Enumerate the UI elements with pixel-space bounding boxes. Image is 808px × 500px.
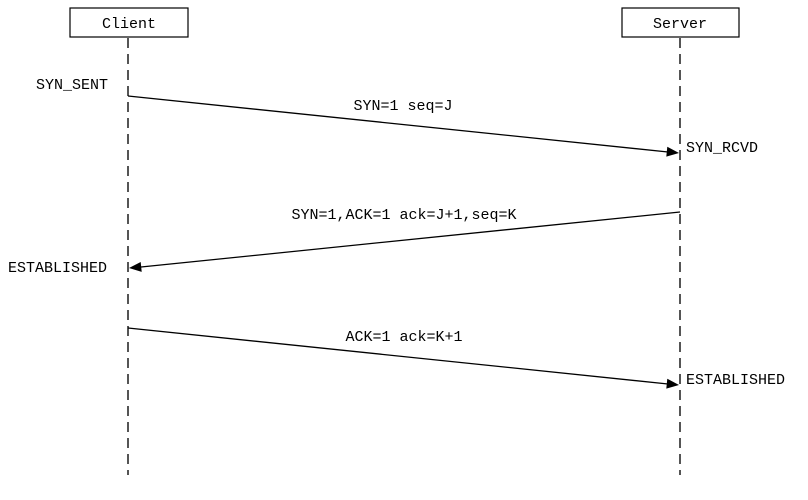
message-ack: ACK=1 ack=K+1 <box>127 327 679 389</box>
server-box <box>621 7 740 38</box>
client-title: Client <box>102 16 156 33</box>
message-syn-arrow <box>127 95 669 153</box>
message-syn-label: SYN=1 seq=J <box>353 98 452 115</box>
message-ack-label: ACK=1 ack=K+1 <box>345 329 462 346</box>
client-state-established: ESTABLISHED <box>8 260 107 277</box>
message-ack-arrowhead <box>666 378 679 389</box>
server-state-syn-rcvd: SYN_RCVD <box>686 140 758 157</box>
message-syn-ack-label: SYN=1,ACK=1 ack=J+1,seq=K <box>291 207 516 224</box>
server-state-established: ESTABLISHED <box>686 372 785 389</box>
message-syn-arrowhead <box>666 146 679 157</box>
message-syn: SYN=1 seq=J <box>127 95 679 157</box>
client-participant: Client <box>69 7 189 38</box>
client-state-syn-sent: SYN_SENT <box>36 77 108 94</box>
message-syn-ack: SYN=1,ACK=1 ack=J+1,seq=K <box>129 207 681 272</box>
message-syn-ack-arrowhead <box>129 262 142 272</box>
message-syn-ack-arrow <box>140 211 681 268</box>
server-participant: Server <box>621 7 740 38</box>
server-title: Server <box>653 16 707 33</box>
message-ack-arrow <box>127 327 669 385</box>
client-box <box>69 7 189 38</box>
